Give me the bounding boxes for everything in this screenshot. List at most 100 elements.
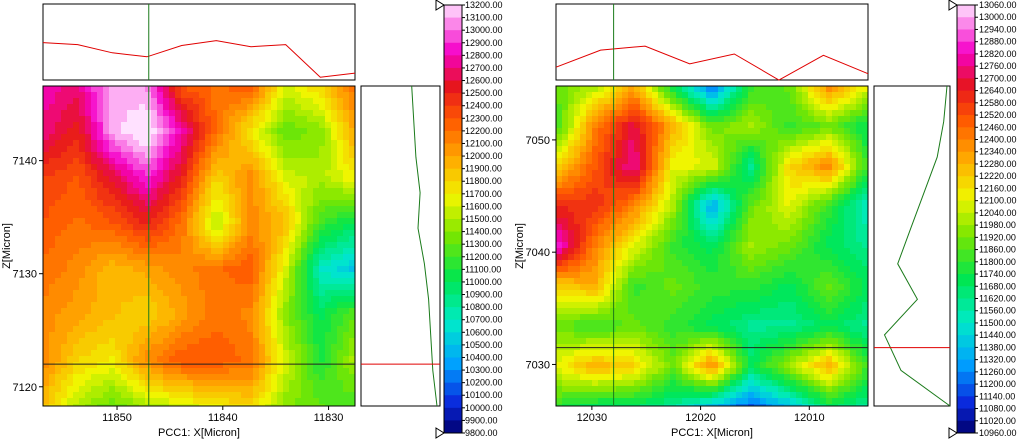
heat-cell xyxy=(271,302,278,309)
heat-cell xyxy=(211,212,218,219)
heat-cell xyxy=(748,200,755,207)
heat-cell xyxy=(760,242,767,249)
heat-cell xyxy=(784,92,791,99)
heat-cell xyxy=(295,314,302,321)
heat-cell xyxy=(247,266,254,273)
heat-cell xyxy=(838,314,845,321)
heat-cell xyxy=(67,206,74,213)
heat-cell xyxy=(325,92,332,99)
heat-cell xyxy=(61,344,68,351)
heat-cell xyxy=(181,302,188,309)
heat-cell xyxy=(778,218,785,225)
colorbar-band xyxy=(444,5,462,18)
heat-cell xyxy=(283,170,290,177)
heat-cell xyxy=(73,356,80,363)
heat-cell xyxy=(67,128,74,135)
heat-cell xyxy=(43,356,50,363)
heat-cell xyxy=(271,230,278,237)
heat-cell xyxy=(277,296,284,303)
heat-cell xyxy=(802,224,809,231)
heat-cell xyxy=(49,260,56,267)
heat-cell xyxy=(808,200,815,207)
heat-cell xyxy=(754,104,761,111)
heat-cell xyxy=(259,248,266,255)
heat-cell xyxy=(121,236,128,243)
heat-cell xyxy=(688,314,695,321)
heat-cell xyxy=(778,134,785,141)
heat-cell xyxy=(265,158,272,165)
heat-cell xyxy=(838,254,845,261)
heat-cell xyxy=(562,158,569,165)
heat-cell xyxy=(97,266,104,273)
heat-cell xyxy=(574,92,581,99)
heat-cell xyxy=(331,314,338,321)
heat-cell xyxy=(754,266,761,273)
heat-cell xyxy=(85,320,92,327)
heat-cell xyxy=(43,314,50,321)
heat-cell xyxy=(187,194,194,201)
heat-cell xyxy=(343,206,350,213)
heat-cell xyxy=(49,386,56,393)
heat-cell xyxy=(67,134,74,141)
heat-cell xyxy=(820,170,827,177)
heat-cell xyxy=(616,182,623,189)
heat-cell xyxy=(784,188,791,195)
heat-cell xyxy=(55,146,62,153)
heat-cell xyxy=(664,146,671,153)
heat-cell xyxy=(49,326,56,333)
heat-cell xyxy=(802,200,809,207)
heat-cell xyxy=(670,182,677,189)
heat-cell xyxy=(79,356,86,363)
heat-cell xyxy=(568,86,575,93)
heat-cell xyxy=(634,218,641,225)
heat-cell xyxy=(265,254,272,261)
heat-cell xyxy=(580,224,587,231)
heat-cell xyxy=(778,182,785,189)
heat-cell xyxy=(163,338,170,345)
heat-cell xyxy=(706,152,713,159)
heat-cell xyxy=(199,284,206,291)
heat-cell xyxy=(301,164,308,171)
heat-cell xyxy=(85,272,92,279)
heat-cell xyxy=(802,152,809,159)
heat-cell xyxy=(241,302,248,309)
heat-cell xyxy=(277,134,284,141)
heat-cell xyxy=(43,374,50,381)
heat-cell xyxy=(574,260,581,267)
heat-cell xyxy=(253,128,260,135)
heat-cell xyxy=(814,122,821,129)
heat-cell xyxy=(844,206,851,213)
heat-cell xyxy=(790,86,797,93)
heat-cell xyxy=(832,302,839,309)
heat-cell xyxy=(724,146,731,153)
heat-cell xyxy=(43,86,50,93)
heat-cell xyxy=(169,200,176,207)
heat-cell xyxy=(628,86,635,93)
heat-cell xyxy=(235,350,242,357)
heat-cell xyxy=(217,116,224,123)
heat-cell xyxy=(259,290,266,297)
heat-cell xyxy=(331,326,338,333)
heat-cell xyxy=(271,338,278,345)
heat-cell xyxy=(277,302,284,309)
heat-cell xyxy=(856,134,863,141)
heat-cell xyxy=(658,152,665,159)
heat-cell xyxy=(592,272,599,279)
heat-cell xyxy=(139,344,146,351)
heat-cell xyxy=(598,86,605,93)
heat-cell xyxy=(856,302,863,309)
heat-cell xyxy=(844,86,851,93)
heat-cell xyxy=(313,242,320,249)
heat-cell xyxy=(676,224,683,231)
heat-cell xyxy=(646,134,653,141)
heat-cell xyxy=(331,392,338,399)
heat-cell xyxy=(223,272,230,279)
heat-cell xyxy=(73,134,80,141)
heat-cell xyxy=(157,404,164,411)
heat-cell xyxy=(67,404,74,411)
heat-cell xyxy=(676,320,683,327)
heat-cell xyxy=(580,188,587,195)
heat-cell xyxy=(556,86,563,93)
heat-cell xyxy=(127,368,134,375)
heat-cell xyxy=(187,206,194,213)
